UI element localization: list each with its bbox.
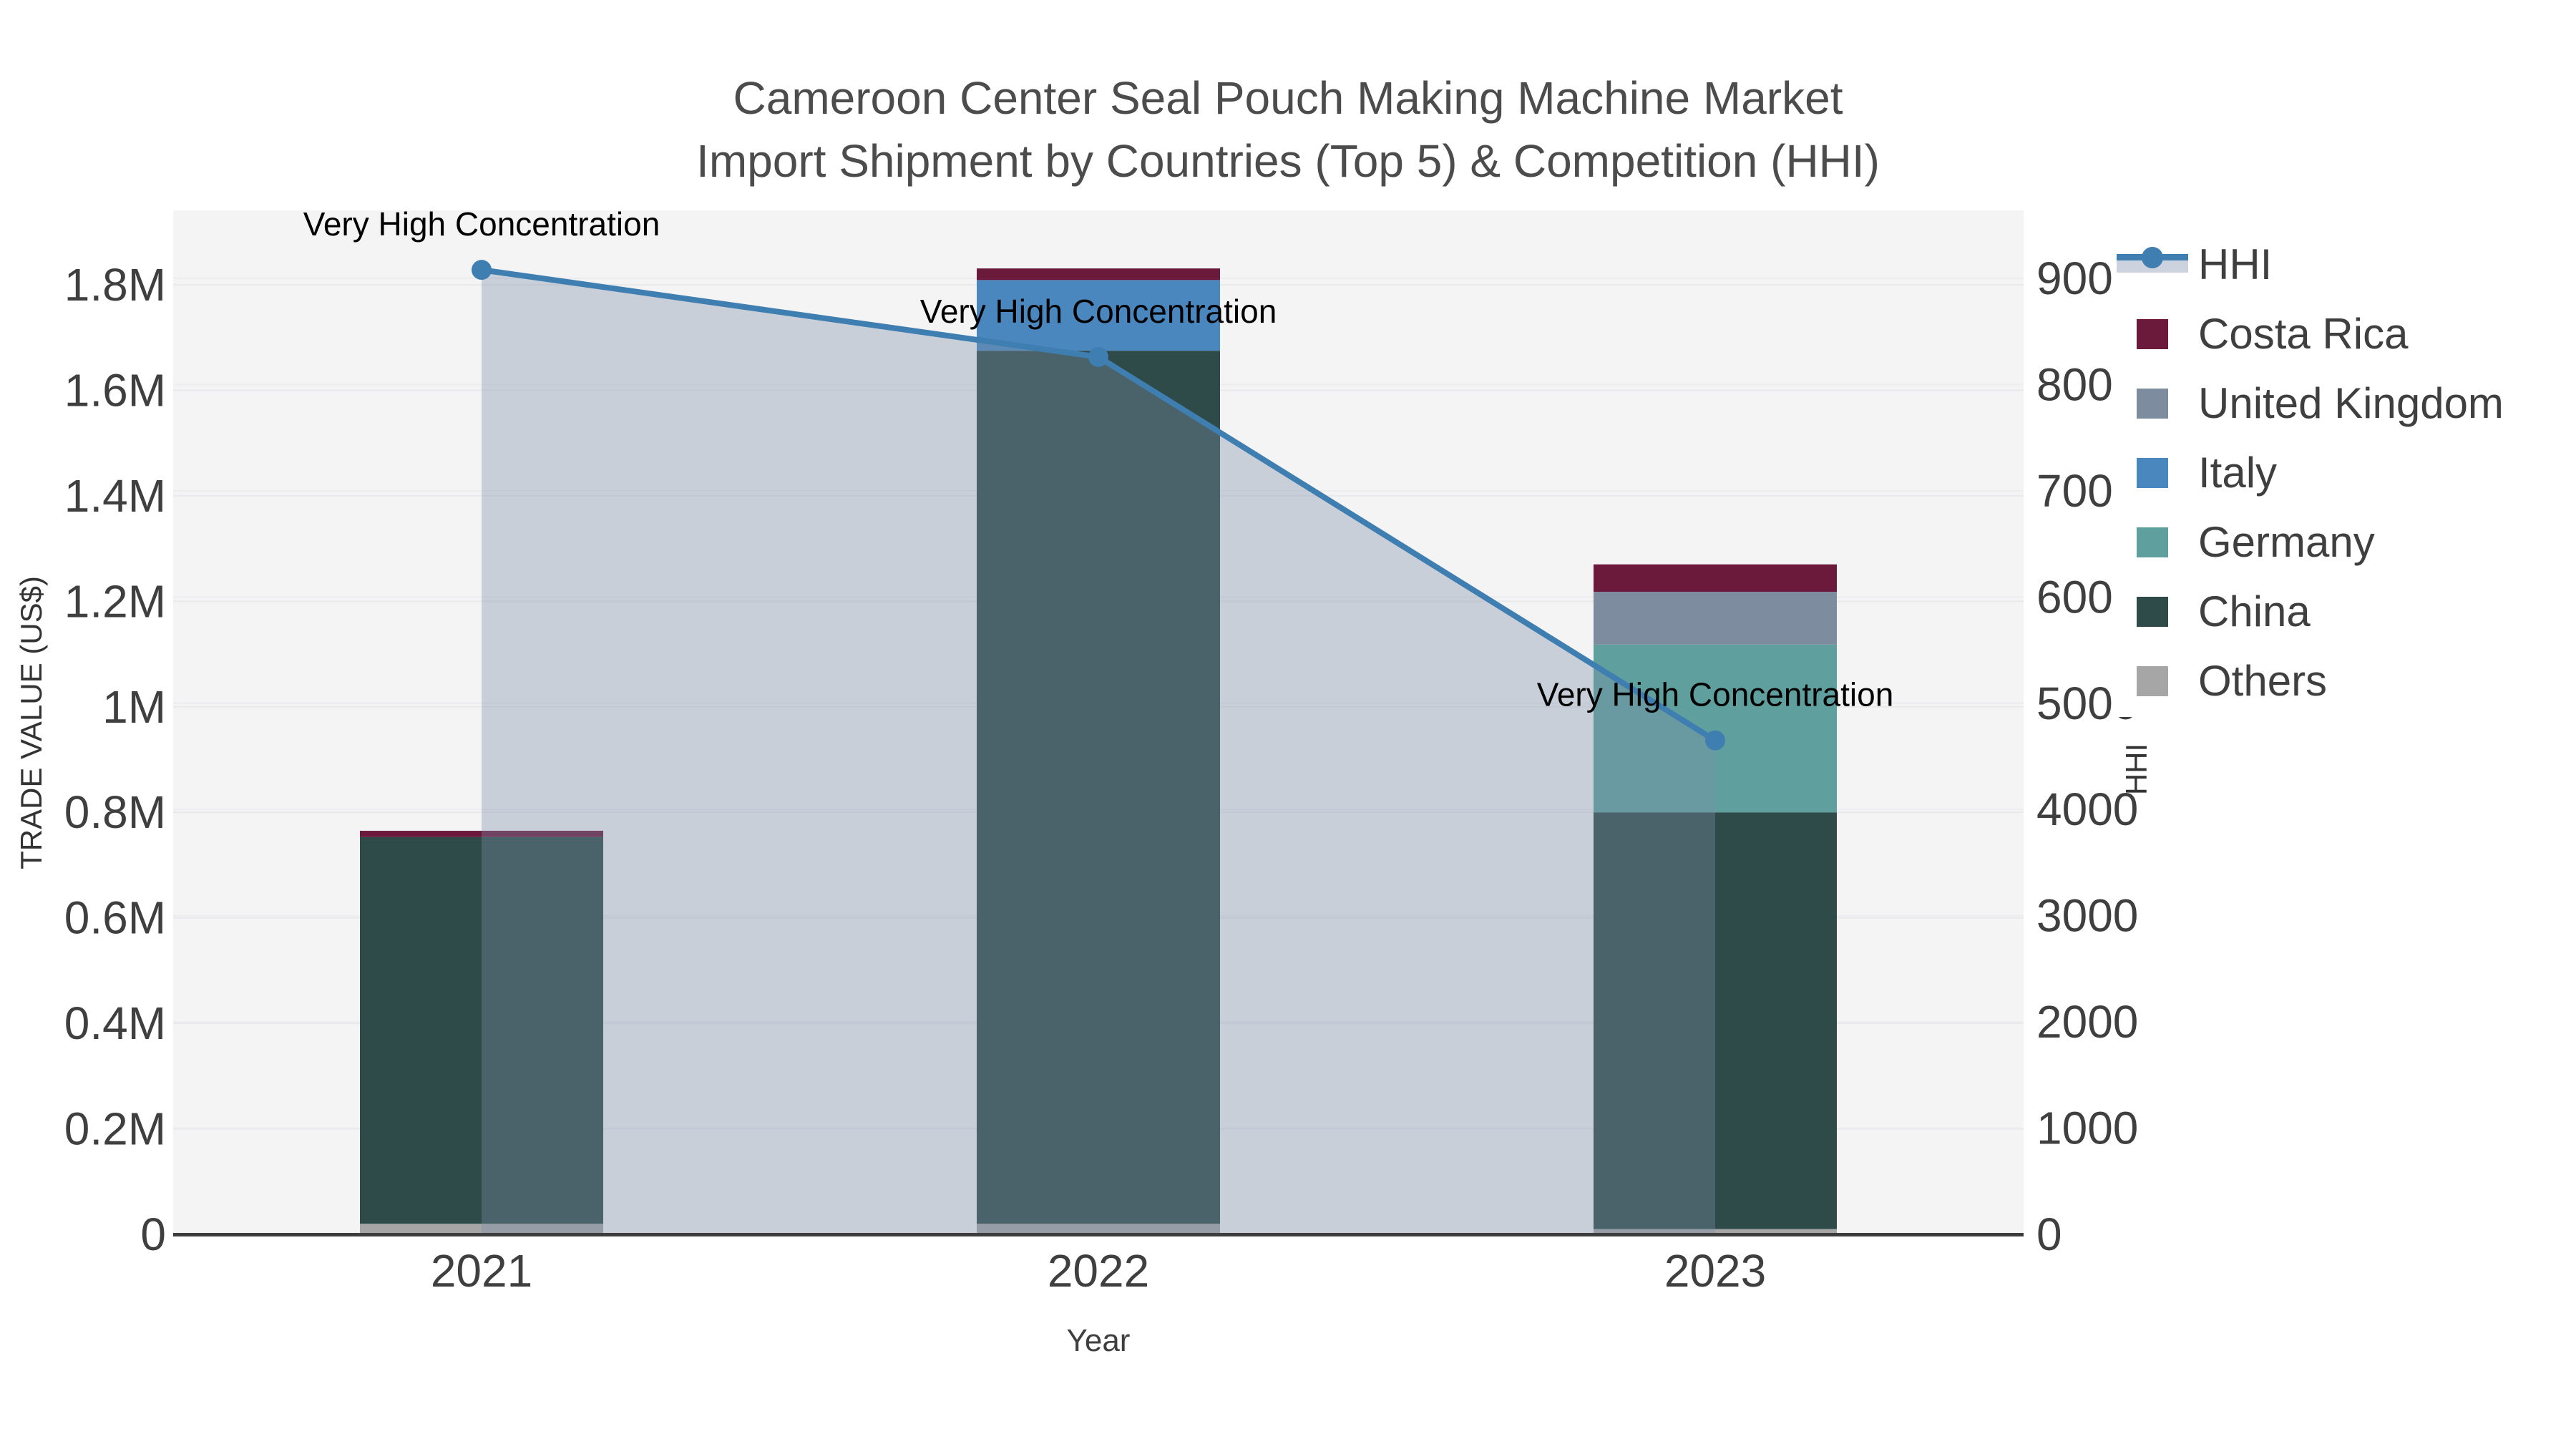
legend-item-label: Others [2198,657,2327,705]
x-axis-title: Year [1067,1323,1131,1358]
bar-segment-costa-rica [1594,564,1837,592]
annotation-2022: Very High Concentration [920,293,1277,330]
bar-segment-others [977,1224,1220,1234]
bar-segment-china [977,351,1220,1224]
legend-swatch-icon [2137,666,2168,696]
legend-item-china[interactable]: China [2137,587,2311,635]
right-axis-tick: 1000 [2036,1103,2138,1154]
legend-item-label: Italy [2198,449,2277,497]
left-axis-tick: 1.8M [64,259,166,311]
legend-item-costa-rica[interactable]: Costa Rica [2137,310,2409,358]
legend-item-united-kingdom[interactable]: United Kingdom [2137,379,2504,427]
left-axis-tick: 1.4M [64,470,166,522]
left-axis-tick: 0.4M [64,997,166,1049]
legend-swatch-icon [2137,597,2168,627]
legend-item-others[interactable]: Others [2137,657,2327,705]
legend-item-label: United Kingdom [2198,379,2504,427]
hhi-area-fill [482,270,1715,1234]
left-axis-tick: 1M [102,681,166,733]
legend-item-italy[interactable]: Italy [2137,449,2277,497]
right-axis-tick: 3000 [2036,890,2138,942]
left-axis-tick: 0 [140,1209,166,1260]
legend-item-label: China [2198,587,2311,635]
bar-segment-italy [977,280,1220,351]
bar-segment-china [360,836,603,1224]
bar-segment-united-kingdom [1594,592,1837,645]
annotation-2021: Very High Concentration [303,205,660,243]
left-axis-tick: 1.2M [64,575,166,627]
chart-title-line1: Cameroon Center Seal Pouch Making Machin… [733,72,1843,124]
right-axis-title: HHI [2119,743,2153,795]
legend-item-label: Germany [2198,518,2375,566]
left-axis-tick: 1.6M [64,364,166,416]
right-axis-tick: 4000 [2036,784,2138,835]
hhi-point [1705,730,1725,751]
legend-item-label: HHI [2198,240,2272,288]
legend-background [2112,228,2576,717]
chart-title-line2: Import Shipment by Countries (Top 5) & C… [696,135,1880,187]
bar-segment-others [360,1224,603,1234]
bar-segment-costa-rica [360,831,603,837]
bar-segment-costa-rica [977,268,1220,280]
legend-swatch-icon [2137,389,2168,419]
x-axis-tick: 2022 [1048,1245,1149,1297]
x-axis-line [173,1233,2024,1236]
legend-item-germany[interactable]: Germany [2137,518,2375,566]
x-axis-tick: 2021 [431,1245,532,1297]
legend-swatch-icon [2137,527,2168,557]
bar-segment-china [1594,812,1837,1229]
left-axis-tick: 0.8M [64,786,166,838]
legend-hhi-dot-icon [2142,247,2163,268]
right-axis-tick: 2000 [2036,996,2138,1048]
legend-item-hhi[interactable]: HHI [2117,240,2272,288]
left-axis-tick: 0.6M [64,892,166,944]
left-axis-tick: 0.2M [64,1103,166,1155]
hhi-point [472,260,492,280]
x-axis-tick: 2023 [1664,1245,1766,1297]
right-axis-tick: 0 [2036,1209,2062,1260]
left-axis-title: TRADE VALUE (US$) [14,576,48,869]
legend-item-label: Costa Rica [2198,310,2409,358]
legend-swatch-icon [2137,458,2168,488]
hhi-point [1088,346,1108,367]
annotation-2023: Very High Concentration [1537,676,1894,713]
legend-swatch-icon [2137,319,2168,349]
bar-segment-others [1594,1229,1837,1234]
bar-segment-germany [1594,644,1837,813]
